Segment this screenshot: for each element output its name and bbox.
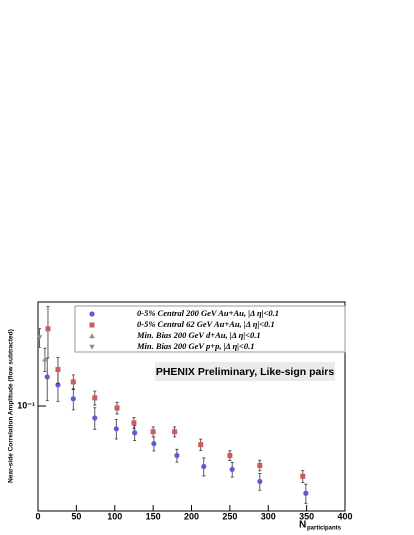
legend-label: Min. Bias 200 GeV p+p, |Δ η|<0.1 — [136, 341, 255, 351]
legend-box — [74, 305, 346, 353]
marker — [303, 490, 309, 496]
legend-marker — [89, 322, 95, 328]
x-tick-label: 400 — [337, 511, 352, 521]
marker — [300, 473, 306, 479]
x-tick-label: 150 — [146, 511, 161, 521]
x-tick-label: 250 — [222, 511, 237, 521]
marker — [201, 463, 207, 470]
x-axis-label: N — [299, 520, 306, 531]
y-axis-label: Near-side Correlation Amplitude (flow su… — [8, 329, 15, 483]
marker — [55, 367, 61, 373]
marker — [174, 452, 180, 459]
legend-marker — [89, 333, 95, 339]
error-bar — [46, 306, 50, 359]
marker — [45, 326, 51, 332]
marker — [131, 420, 137, 426]
annotation-box — [155, 362, 335, 381]
marker — [151, 441, 157, 447]
legend-label: 0-5% Central 62 GeV Au+Au, |Δ η|<0.1 — [137, 319, 275, 329]
marker — [229, 466, 235, 473]
marker — [114, 405, 120, 411]
legend-label: 0-5% Central 200 GeV Au+Au, |Δ η|<0.1 — [137, 308, 279, 318]
x-tick-label: 300 — [261, 511, 276, 521]
marker — [132, 430, 138, 436]
y-tick-label: 10⁻¹ — [17, 400, 35, 410]
marker — [257, 478, 263, 485]
marker — [227, 453, 233, 459]
marker — [113, 426, 119, 432]
annotation: PHENIX Preliminary, Like-sign pairs — [156, 366, 335, 378]
legend-label: Min. Bias 200 GeV d+Au, |Δ η|<0.1 — [136, 330, 261, 340]
legend-marker — [89, 311, 95, 317]
marker — [70, 379, 76, 385]
marker — [70, 396, 76, 402]
x-axis-label-sub: participants — [307, 526, 342, 532]
marker — [172, 429, 178, 435]
x-tick-label: 350 — [299, 511, 314, 521]
x-tick-label: 0 — [35, 511, 40, 521]
marker — [44, 374, 50, 380]
marker — [257, 462, 263, 468]
legend-marker — [89, 344, 95, 350]
marker — [92, 415, 98, 421]
marker — [36, 335, 43, 341]
x-tick-label: 100 — [107, 511, 122, 521]
x-tick-label: 200 — [184, 511, 199, 521]
marker — [92, 395, 98, 401]
x-tick-label: 50 — [71, 511, 81, 521]
marker — [42, 356, 48, 362]
marker — [198, 442, 204, 448]
marker — [150, 429, 156, 435]
